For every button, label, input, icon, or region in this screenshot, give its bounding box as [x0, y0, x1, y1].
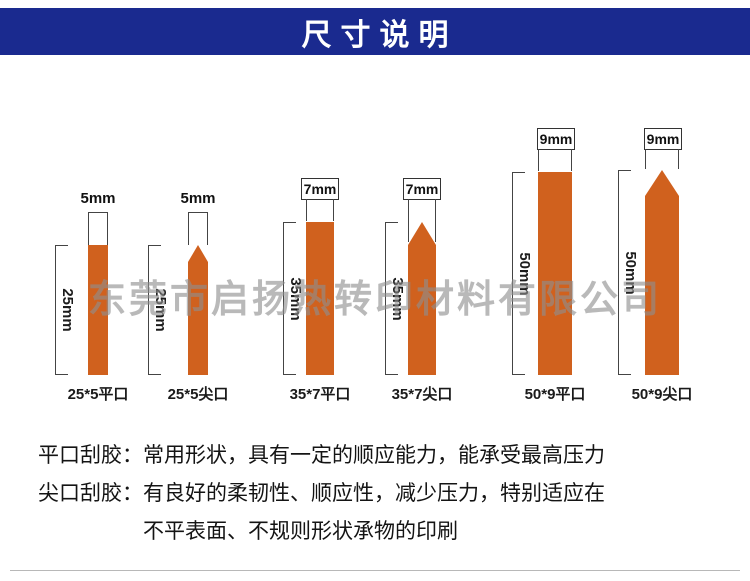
width-dimension-lines	[188, 212, 208, 245]
height-dimension: 35mm	[283, 222, 304, 375]
height-dimension-label: 50mm	[516, 249, 533, 298]
squeegee-bar-tip	[408, 222, 436, 245]
bar-caption: 35*7平口	[289, 386, 351, 403]
height-dimension-label: 35mm	[287, 274, 304, 323]
squeegee-bar-tip	[645, 170, 679, 196]
height-dimension-label: 25mm	[152, 286, 169, 334]
width-dimension-lines	[538, 149, 572, 171]
height-dimension: 25mm	[55, 245, 76, 375]
description-block: 平口刮胶： 常用形状，具有一定的顺应能力，能承受最高压力 尖口刮胶： 有良好的柔…	[38, 437, 728, 551]
squeegee-bar	[188, 262, 208, 375]
point-tip-term: 尖口刮胶：	[38, 482, 143, 505]
point-tip-definition: 有良好的柔韧性、顺应性，减少压力，特别适应在 不平表面、不规则形状承物的印刷	[143, 475, 605, 551]
width-dimension-lines	[408, 199, 436, 242]
bar-caption: 25*5尖口	[167, 386, 229, 403]
bottom-divider	[10, 570, 740, 571]
height-dimension: 35mm	[385, 222, 406, 375]
width-dimension-label: 9mm	[537, 128, 575, 150]
definition-line: 常用形状，具有一定的顺应能力，能承受最高压力	[143, 444, 605, 467]
definition-line: 有良好的柔韧性、顺应性，减少压力，特别适应在	[143, 482, 605, 505]
bar-caption: 25*5平口	[67, 386, 129, 403]
height-dimension: 50mm	[512, 172, 533, 375]
height-dimension: 25mm	[148, 245, 169, 375]
width-dimension-label: 5mm	[180, 190, 216, 207]
bar-caption: 50*9尖口	[631, 386, 693, 403]
bar-caption: 35*7尖口	[391, 386, 453, 403]
squeegee-bar-tip	[188, 245, 208, 262]
squeegee-bar	[88, 245, 108, 375]
height-dimension-label: 35mm	[389, 274, 406, 323]
width-dimension-label: 7mm	[403, 178, 441, 200]
width-dimension-label: 7mm	[301, 178, 339, 200]
title-bar: 尺寸说明	[0, 8, 750, 55]
squeegee-bar	[408, 245, 436, 375]
height-dimension-label: 25mm	[59, 286, 76, 334]
width-dimension-label: 9mm	[644, 128, 682, 150]
width-dimension-lines	[645, 149, 679, 169]
definition-line: 不平表面、不规则形状承物的印刷	[143, 520, 458, 543]
width-dimension-lines	[306, 199, 334, 221]
flat-tip-definition: 常用形状，具有一定的顺应能力，能承受最高压力	[143, 437, 605, 475]
width-dimension-lines	[88, 212, 108, 245]
flat-tip-term: 平口刮胶：	[38, 444, 143, 467]
width-dimension-label: 5mm	[80, 190, 116, 207]
height-dimension: 50mm	[618, 170, 639, 375]
description-row-flat: 平口刮胶： 常用形状，具有一定的顺应能力，能承受最高压力	[38, 437, 728, 475]
height-dimension-label: 50mm	[622, 248, 639, 297]
page-title: 尺寸说明	[301, 18, 458, 52]
squeegee-bar	[306, 222, 334, 375]
bar-caption: 50*9平口	[524, 386, 586, 403]
description-row-point: 尖口刮胶： 有良好的柔韧性、顺应性，减少压力，特别适应在 不平表面、不规则形状承…	[38, 475, 728, 551]
squeegee-bar	[645, 196, 679, 375]
squeegee-bar	[538, 172, 572, 375]
